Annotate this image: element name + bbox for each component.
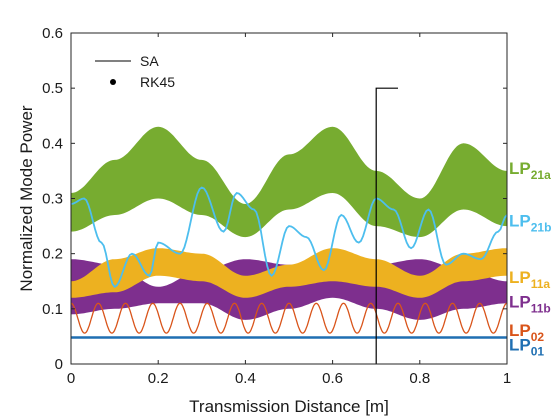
y-tick-label: 0.1: [42, 301, 63, 318]
series-label-LP02: LP02: [509, 321, 544, 344]
y-tick-label: 0.3: [42, 191, 63, 208]
y-tick-label: 0: [55, 356, 63, 373]
y-tick-label: 0.5: [42, 80, 63, 97]
data-lines: [70, 186, 508, 339]
series-label-LP21b: LP21b: [509, 212, 551, 235]
series-label-LP11b: LP11b: [509, 293, 551, 316]
x-tick-label: 1: [503, 370, 511, 387]
y-axis-label: Normalized Mode Power: [17, 105, 36, 291]
x-tick-label: 0.2: [148, 370, 169, 387]
y-tick-label: 0.6: [42, 25, 63, 42]
y-tick-label: 0.4: [42, 135, 63, 152]
series-label-LP11a: LP11a: [509, 268, 550, 291]
x-tick-label: 0: [67, 370, 75, 387]
annotations: [375, 87, 398, 364]
legend-label: RK45: [140, 74, 175, 90]
line-LP21b: [70, 186, 508, 288]
legend-dot-marker: [110, 79, 116, 85]
legend-label: SA: [140, 53, 159, 69]
x-tick-label: 0.8: [409, 370, 430, 387]
legend: SA RK45: [95, 53, 175, 90]
data-bands: [71, 126, 507, 320]
band-LP21a: [71, 126, 507, 238]
x-axis-label: Transmission Distance [m]: [189, 397, 389, 416]
ticks: 0 0.2 0.4 0.6 0.8 1 0 0.1 0.2 0.3 0.4 0.5 0.6: [42, 25, 511, 387]
band-LP11a: [71, 248, 507, 298]
series-label-LP01: LP01: [509, 336, 544, 359]
line-LP02: [70, 302, 508, 334]
y-tick-label: 0.2: [42, 246, 63, 263]
series-label-LP21a: LP21a: [509, 159, 551, 182]
x-tick-label: 0.4: [235, 370, 256, 387]
x-tick-label: 0.6: [322, 370, 343, 387]
annotation-line: [375, 87, 398, 364]
